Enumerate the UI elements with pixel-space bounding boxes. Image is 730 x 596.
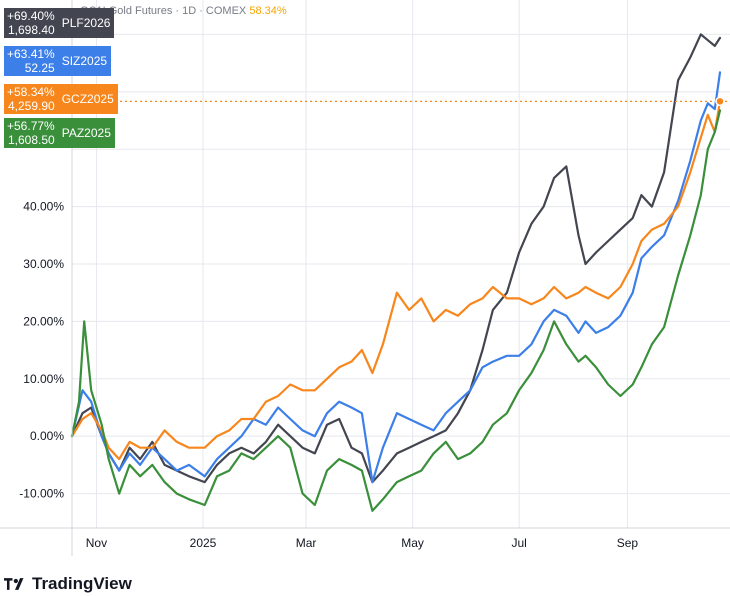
badge-price: 4,259.90 xyxy=(8,99,55,113)
chart-header: GC1! Gold Futures · 1D · COMEX 58.34% xyxy=(80,5,287,17)
badge-pct: +58.34% xyxy=(7,85,55,99)
x-tick-label: Sep xyxy=(617,536,639,550)
x-tick-label: Jul xyxy=(511,536,526,550)
badge-pct: +63.41% xyxy=(7,47,55,61)
last-price-marker xyxy=(715,96,725,107)
badge-SIZ2025[interactable]: +63.41% 52.25 SIZ2025 xyxy=(4,46,112,76)
series-line-GCZ2025 xyxy=(70,100,722,461)
badge-pct: +69.40% xyxy=(7,9,55,23)
badge-PLF2026[interactable]: +69.40% 1,698.40 PLF2026 xyxy=(4,8,115,38)
badge-price: 1,698.40 xyxy=(8,23,55,37)
y-tick-label: 30.00% xyxy=(23,257,64,271)
badge-values: +58.34% 4,259.90 xyxy=(4,84,58,114)
x-tick-label: May xyxy=(401,536,424,550)
logo-text: TradingView xyxy=(32,574,132,593)
y-tick-label: 0.00% xyxy=(30,429,64,443)
x-tick-label: Nov xyxy=(86,536,107,550)
badge-values: +69.40% 1,698.40 xyxy=(4,8,58,38)
badge-symbol: PAZ2025 xyxy=(57,118,115,148)
badge-symbol: PLF2026 xyxy=(57,8,115,38)
y-tick-label: 10.00% xyxy=(23,372,64,386)
badge-price: 52.25 xyxy=(24,61,55,75)
header-change: 58.34% xyxy=(249,5,287,17)
series-line-PAZ2025 xyxy=(70,109,722,512)
badge-pct: +56.77% xyxy=(7,119,55,133)
axes: -10.00% 0.00% 10.00% 20.00% 30.00% 40.00% Nov 2… xyxy=(0,0,730,556)
x-tick-label: Mar xyxy=(296,536,317,550)
badge-price: 1,608.50 xyxy=(8,133,55,147)
y-tick-label: 40.00% xyxy=(23,200,64,214)
y-tick-label: 20.00% xyxy=(23,314,64,328)
badge-values: +63.41% 52.25 xyxy=(4,46,58,76)
grid xyxy=(72,0,730,528)
badge-GCZ2025[interactable]: +58.34% 4,259.90 GCZ2025 xyxy=(4,84,118,114)
x-tick-label: 2025 xyxy=(190,536,217,550)
badge-symbol: SIZ2025 xyxy=(57,46,112,76)
badge-PAZ2025[interactable]: +56.77% 1,608.50 PAZ2025 xyxy=(4,118,115,148)
series-line-SIZ2025 xyxy=(70,71,722,484)
header-title: GC1! Gold Futures · 1D · COMEX xyxy=(80,5,247,17)
tradingview-logo[interactable]: TradingView xyxy=(4,574,132,594)
badge-symbol: GCZ2025 xyxy=(57,84,118,114)
series-lines xyxy=(70,33,730,512)
series-line-PLF2026 xyxy=(70,33,722,484)
badge-values: +56.77% 1,608.50 xyxy=(4,118,58,148)
y-tick-label: -10.00% xyxy=(19,487,64,501)
tradingview-logo-icon xyxy=(4,578,24,590)
